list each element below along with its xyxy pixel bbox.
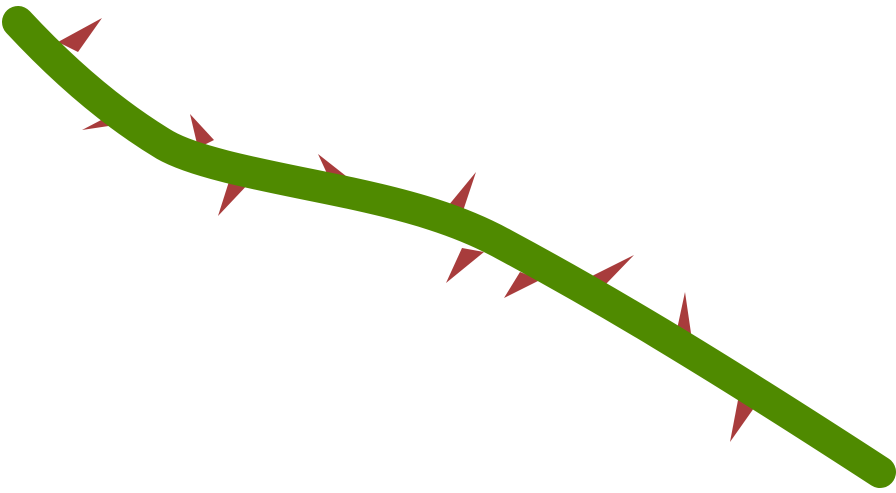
thorn [58, 18, 102, 52]
thorn [588, 255, 634, 284]
thorn [448, 172, 476, 214]
thorn [190, 114, 214, 148]
thorns-group [58, 18, 754, 442]
thorn [446, 248, 484, 283]
thorn [318, 154, 346, 180]
thorn [730, 400, 754, 442]
vine-stem [2, 6, 896, 488]
thorn [504, 272, 540, 298]
